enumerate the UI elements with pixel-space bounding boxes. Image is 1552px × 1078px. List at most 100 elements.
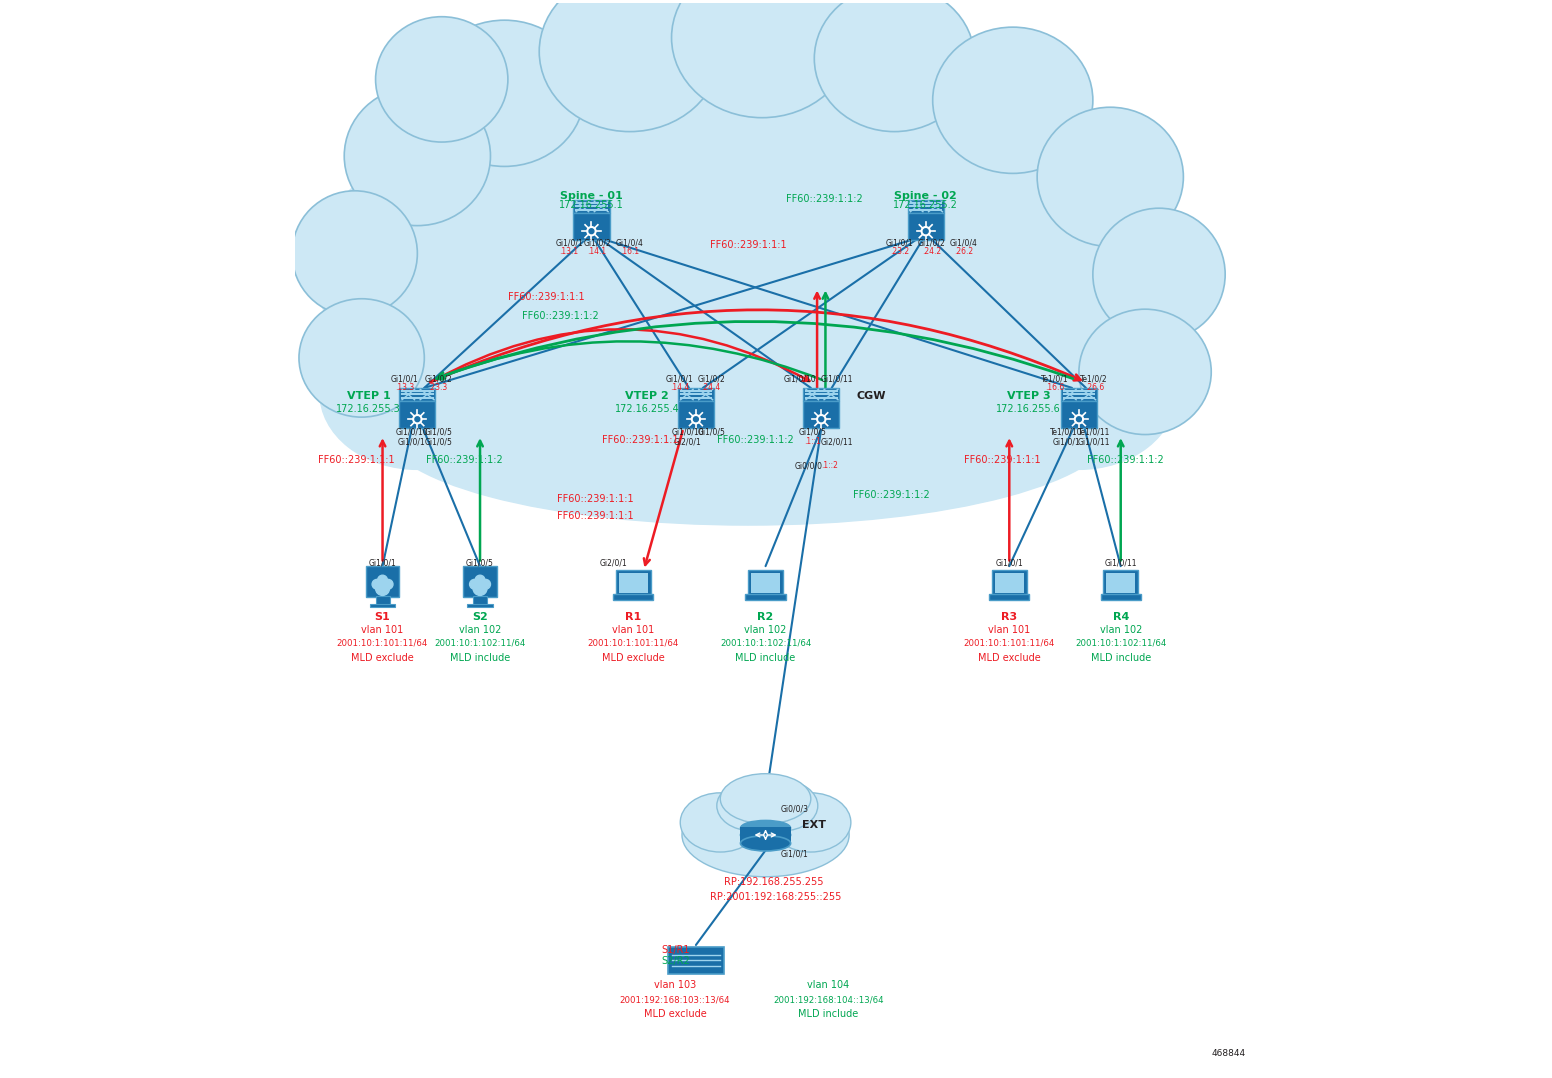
Text: 172.16.255.1: 172.16.255.1 — [559, 199, 624, 210]
Circle shape — [413, 415, 422, 424]
Ellipse shape — [348, 247, 1148, 511]
Text: 2001:10:1:101:11/64: 2001:10:1:101:11/64 — [588, 638, 678, 648]
Text: MLD include: MLD include — [450, 652, 511, 663]
FancyBboxPatch shape — [678, 401, 714, 428]
Text: Gi1/0/5: Gi1/0/5 — [799, 428, 827, 437]
Text: vlan 101: vlan 101 — [611, 624, 655, 635]
Ellipse shape — [771, 792, 850, 852]
Text: MLD include: MLD include — [1091, 652, 1152, 663]
Text: Gi1/0/5: Gi1/0/5 — [466, 558, 494, 568]
Text: .16.6: .16.6 — [1044, 383, 1065, 391]
Text: Te1/0/10: Te1/0/10 — [1051, 428, 1083, 437]
Ellipse shape — [740, 835, 790, 851]
Text: Gi1/0/1: Gi1/0/1 — [781, 849, 809, 859]
FancyBboxPatch shape — [573, 199, 610, 213]
Text: Gi1/0/11: Gi1/0/11 — [1105, 558, 1138, 568]
Text: VTEP 2: VTEP 2 — [625, 391, 669, 401]
Text: Spine - 02: Spine - 02 — [894, 191, 958, 201]
Ellipse shape — [740, 820, 790, 835]
FancyArrowPatch shape — [436, 342, 823, 379]
FancyBboxPatch shape — [399, 401, 436, 428]
Text: .14.1: .14.1 — [588, 247, 607, 255]
FancyBboxPatch shape — [751, 573, 781, 593]
FancyArrowPatch shape — [1007, 441, 1012, 561]
Text: Gi1/0/1: Gi1/0/1 — [391, 374, 419, 384]
FancyBboxPatch shape — [376, 596, 390, 605]
Text: FF60::239:1:1:2: FF60::239:1:1:2 — [852, 490, 930, 500]
Text: vlan 101: vlan 101 — [362, 624, 404, 635]
Text: 172.16.255.3: 172.16.255.3 — [337, 404, 400, 414]
FancyBboxPatch shape — [619, 573, 647, 593]
FancyArrowPatch shape — [815, 293, 819, 426]
FancyBboxPatch shape — [369, 604, 396, 607]
Ellipse shape — [1037, 107, 1183, 247]
FancyBboxPatch shape — [667, 948, 723, 973]
Text: VTEP 1: VTEP 1 — [346, 391, 391, 401]
FancyBboxPatch shape — [908, 199, 944, 213]
Text: S1: S1 — [374, 612, 391, 622]
Text: .23.2: .23.2 — [889, 247, 909, 255]
Text: MLD include: MLD include — [798, 1009, 858, 1019]
Text: R1: R1 — [625, 612, 641, 622]
Circle shape — [1077, 417, 1082, 421]
Text: vlan 102: vlan 102 — [459, 624, 501, 635]
Text: 2001:10:1:101:11/64: 2001:10:1:101:11/64 — [964, 638, 1055, 648]
Text: EXT: EXT — [802, 819, 826, 830]
Text: Gi1/0/1: Gi1/0/1 — [397, 437, 425, 446]
Text: S2/R2: S2/R2 — [661, 956, 689, 966]
Ellipse shape — [292, 191, 417, 316]
Circle shape — [383, 579, 393, 590]
FancyBboxPatch shape — [908, 213, 944, 239]
Text: Gi1/0/2: Gi1/0/2 — [424, 374, 452, 384]
Text: Spine - 01: Spine - 01 — [560, 191, 622, 201]
Ellipse shape — [1093, 208, 1225, 341]
Circle shape — [816, 415, 826, 424]
Circle shape — [473, 581, 487, 595]
Text: Gi1/0/4: Gi1/0/4 — [616, 238, 644, 248]
Text: 2001:10:1:101:11/64: 2001:10:1:101:11/64 — [337, 638, 428, 648]
Text: 2001:192:168:104::13/64: 2001:192:168:104::13/64 — [773, 995, 883, 1004]
FancyBboxPatch shape — [745, 594, 785, 599]
Circle shape — [475, 576, 484, 585]
Text: Gi0/0/0: Gi0/0/0 — [795, 461, 823, 470]
Text: .13.3: .13.3 — [396, 383, 414, 391]
Text: .24.2: .24.2 — [922, 247, 941, 255]
Text: S2: S2 — [472, 612, 487, 622]
Text: FF60::239:1:1:1: FF60::239:1:1:1 — [709, 239, 787, 249]
FancyBboxPatch shape — [1107, 573, 1136, 593]
FancyBboxPatch shape — [740, 827, 790, 843]
Ellipse shape — [424, 20, 585, 166]
FancyBboxPatch shape — [992, 570, 1027, 595]
Text: Gi1/0/10: Gi1/0/10 — [672, 428, 705, 437]
Text: R2: R2 — [757, 612, 774, 622]
Ellipse shape — [717, 780, 787, 831]
Text: MLD exclude: MLD exclude — [602, 652, 664, 663]
Text: 172.16.255.6: 172.16.255.6 — [996, 404, 1062, 414]
FancyBboxPatch shape — [989, 594, 1029, 599]
FancyBboxPatch shape — [1100, 594, 1141, 599]
FancyBboxPatch shape — [616, 570, 650, 595]
Circle shape — [1074, 415, 1083, 424]
Text: FF60::239:1:1:1: FF60::239:1:1:1 — [602, 434, 678, 444]
FancyBboxPatch shape — [1103, 570, 1138, 595]
FancyBboxPatch shape — [995, 573, 1024, 593]
Text: Gi1/0/1: Gi1/0/1 — [369, 558, 396, 568]
Ellipse shape — [341, 188, 723, 431]
Text: Gi2/0/1: Gi2/0/1 — [601, 558, 627, 568]
Text: Gi1/0/5: Gi1/0/5 — [424, 437, 452, 446]
Ellipse shape — [1079, 309, 1211, 434]
FancyBboxPatch shape — [613, 594, 653, 599]
Text: vlan 102: vlan 102 — [745, 624, 787, 635]
Text: .1::2: .1::2 — [821, 461, 838, 470]
Ellipse shape — [320, 316, 515, 469]
Text: .13.1: .13.1 — [560, 247, 579, 255]
Text: Gi1/0/1: Gi1/0/1 — [556, 238, 584, 248]
Text: Te1/0/11: Te1/0/11 — [1079, 428, 1110, 437]
FancyBboxPatch shape — [748, 570, 782, 595]
Text: VTEP 3: VTEP 3 — [1007, 391, 1051, 401]
Text: .23.3: .23.3 — [428, 383, 449, 391]
FancyArrowPatch shape — [438, 321, 1072, 378]
Text: FF60::239:1:1:2: FF60::239:1:1:2 — [521, 310, 599, 320]
Text: Gi1/0/11: Gi1/0/11 — [1079, 437, 1111, 446]
Text: .16.1: .16.1 — [621, 247, 639, 255]
